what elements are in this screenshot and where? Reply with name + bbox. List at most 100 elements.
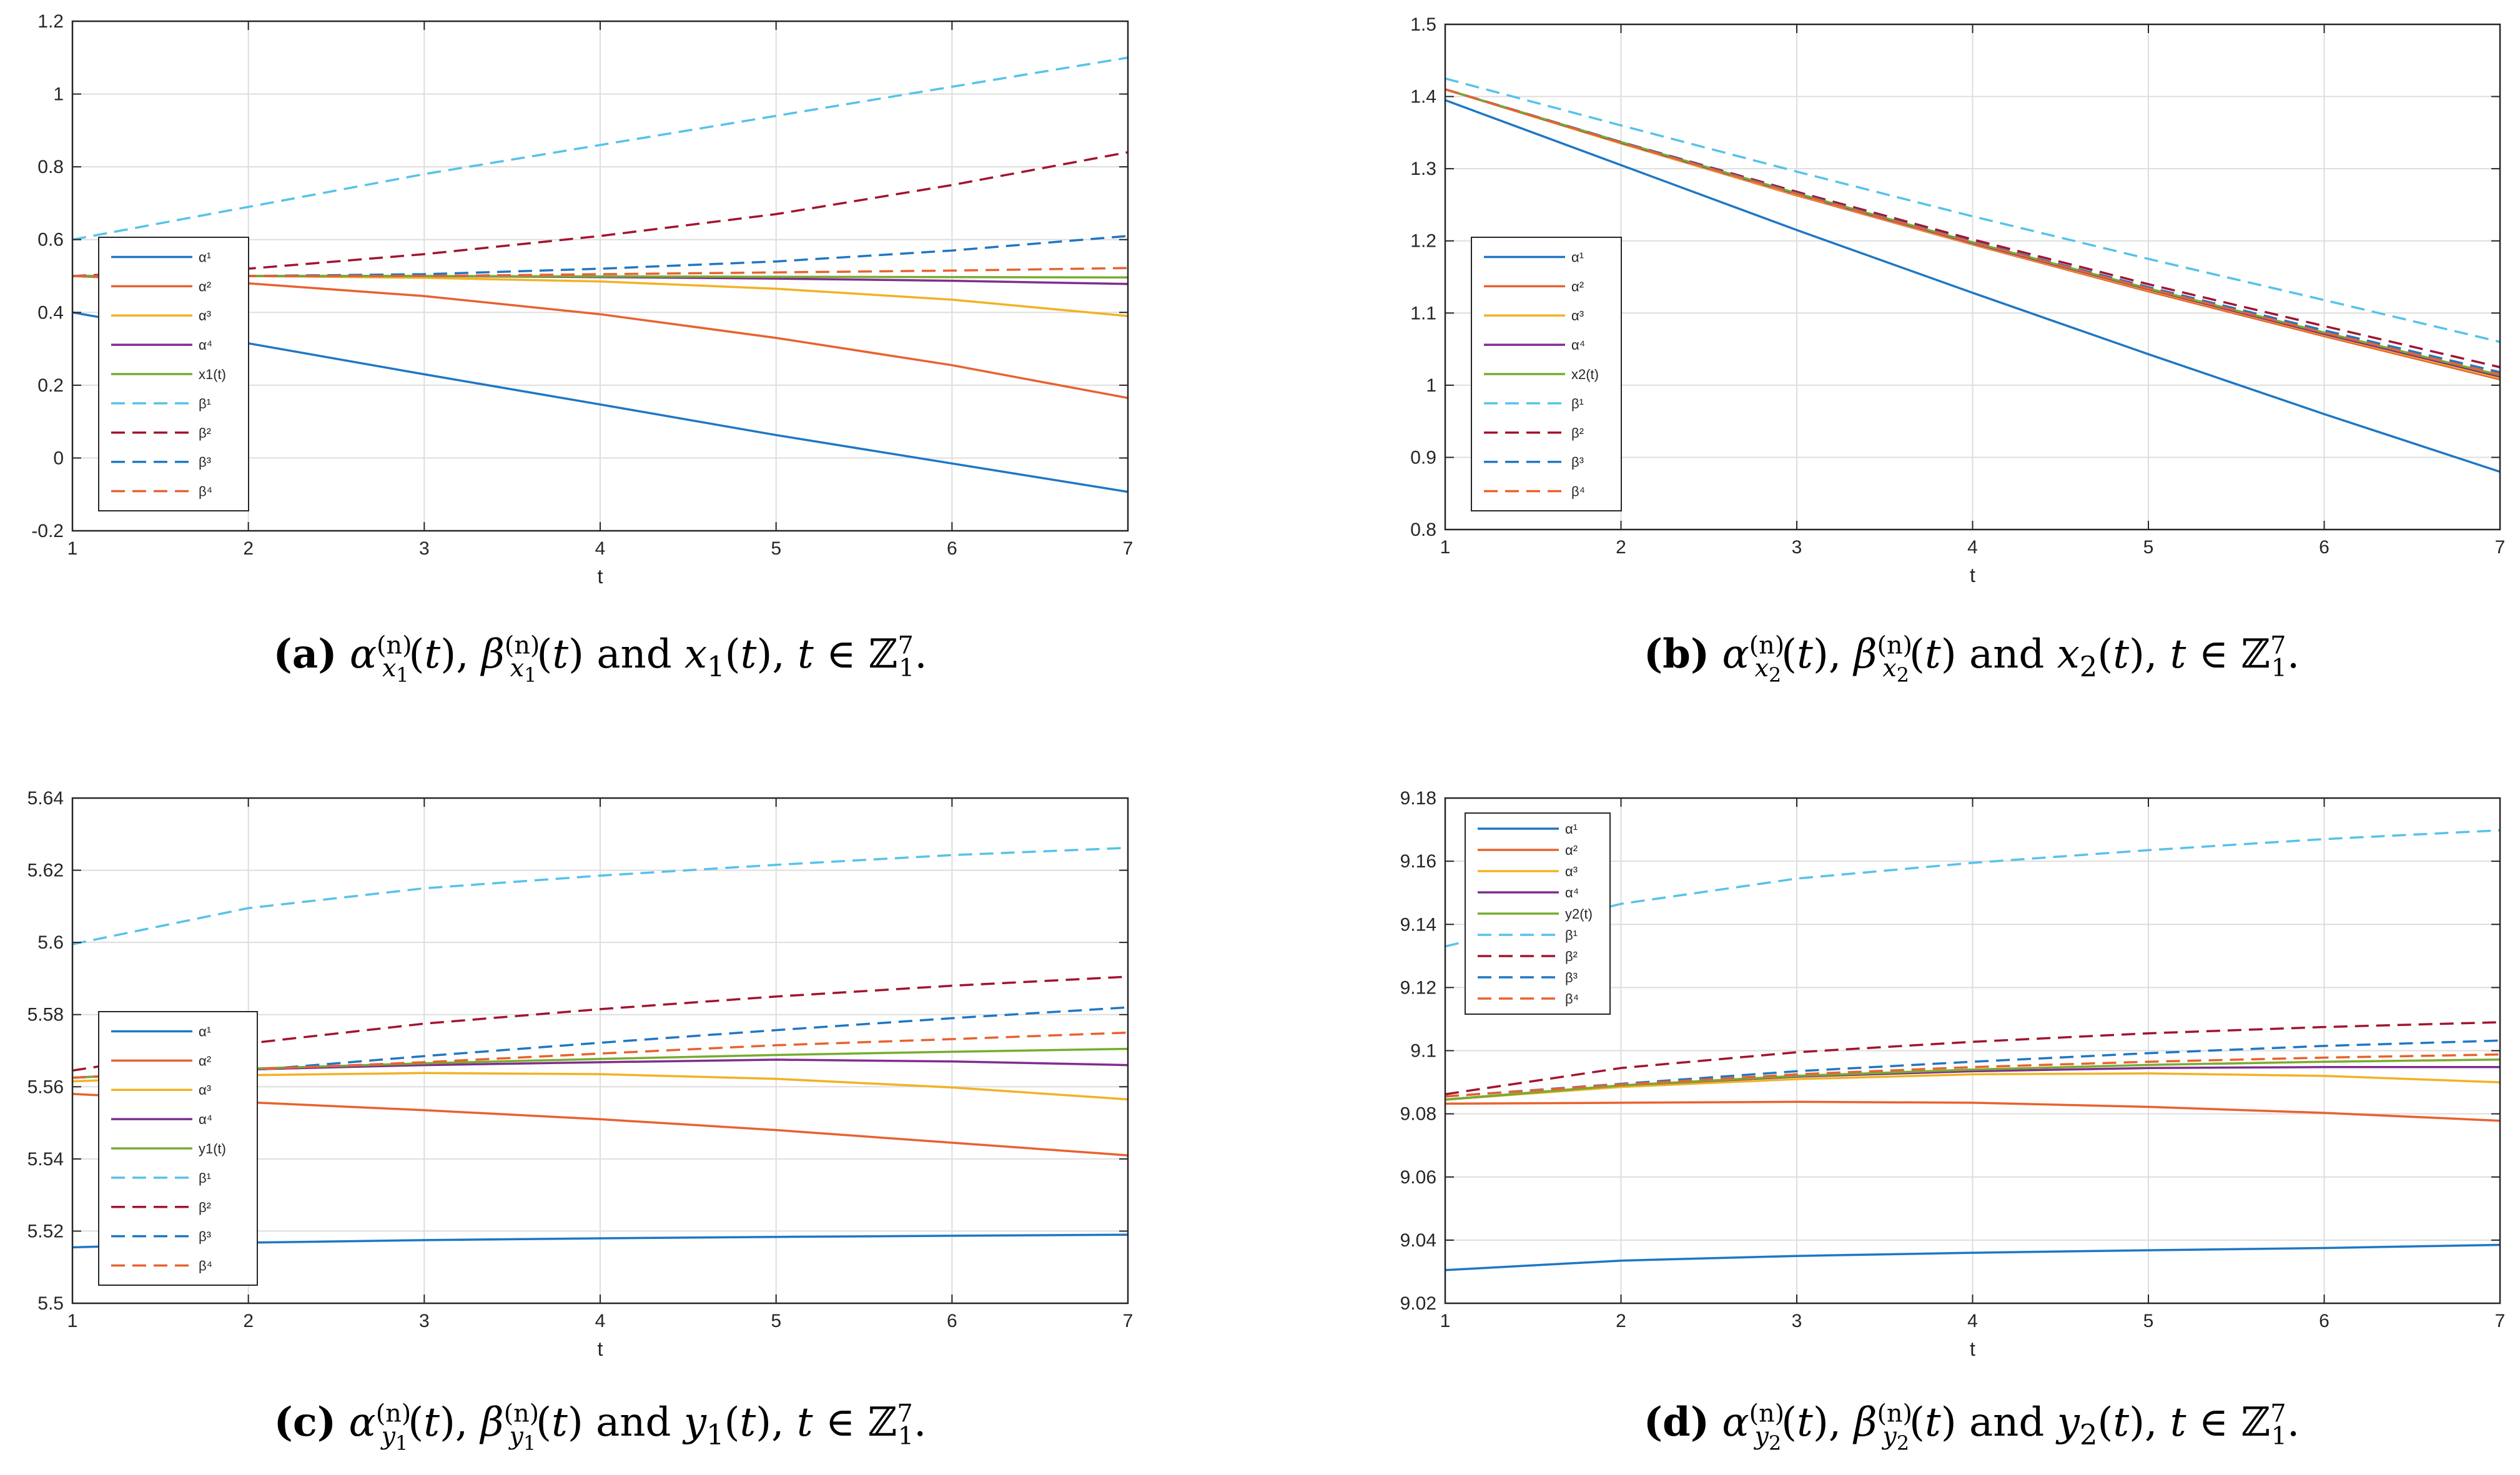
legend-label-5: x1(t) bbox=[199, 367, 226, 382]
x-axis-label: t bbox=[1970, 1338, 1975, 1360]
x-tick-label: 4 bbox=[595, 538, 606, 559]
ticks: 1 2 3 4 5 6 7 9.02 9.04 9.06 9.08 9.1 9.12 9.14 9.16 9.… bbox=[1400, 788, 2506, 1331]
chart-a: 1 2 3 4 5 6 7 -0.2 0 0.2 0.4 0.6 0.8 1 1.2 t α¹ α² α³ α⁴ x1(… bbox=[31, 11, 1133, 588]
legend-label-9: β⁴ bbox=[1571, 484, 1585, 500]
legend: α¹ α² α³ α⁴ x1(t) β¹ β² β³ β⁴ bbox=[98, 237, 249, 511]
series bbox=[1445, 77, 2501, 473]
x-tick-label: 2 bbox=[1616, 1311, 1626, 1331]
y-tick-label: 0.9 bbox=[1410, 447, 1436, 468]
x-tick-label: 5 bbox=[2143, 537, 2154, 558]
y-tick-label: 5.64 bbox=[27, 788, 64, 809]
legend-label-4: α⁴ bbox=[1565, 885, 1579, 900]
y-tick-label: -0.2 bbox=[31, 521, 64, 541]
legend-label-7: β² bbox=[1565, 949, 1578, 964]
legend-label-8: β³ bbox=[1565, 970, 1578, 985]
x-tick-label: 6 bbox=[947, 1311, 957, 1331]
series bbox=[1445, 829, 2501, 1271]
series-line-1 bbox=[1445, 1243, 2501, 1271]
x-tick-label: 3 bbox=[1792, 1311, 1802, 1331]
y-tick-label: 0.4 bbox=[37, 302, 64, 323]
x-tick-label: 6 bbox=[2319, 537, 2330, 558]
caption-b: (b) α(n)x2(t), β(n)x2(t) and x2(t), t ∈ … bbox=[1643, 631, 2300, 687]
y-tick-label: 1.2 bbox=[1410, 231, 1436, 252]
x-tick-label: 2 bbox=[243, 1311, 254, 1331]
legend: α¹ α² α³ α⁴ x2(t) β¹ β² β³ β⁴ bbox=[1471, 237, 1622, 511]
x-tick-label: 7 bbox=[2495, 1311, 2506, 1331]
y-tick-label: 5.52 bbox=[27, 1221, 64, 1241]
series-line-7 bbox=[1445, 1021, 2501, 1096]
y-tick-label: 1.3 bbox=[1410, 159, 1436, 179]
x-tick-label: 4 bbox=[1967, 537, 1978, 558]
legend-label-1: α¹ bbox=[1571, 249, 1584, 265]
legend-label-7: β² bbox=[199, 425, 211, 441]
chart-d: 1 2 3 4 5 6 7 9.02 9.04 9.06 9.08 9.1 9.12 9.14 9.16 9.… bbox=[1400, 788, 2506, 1360]
legend-label-6: β¹ bbox=[1565, 927, 1578, 943]
y-tick-label: 9.12 bbox=[1400, 977, 1436, 998]
y-tick-label: 1.2 bbox=[37, 11, 64, 32]
legend-label-3: α³ bbox=[1571, 308, 1584, 323]
legend-label-2: α² bbox=[199, 1053, 211, 1068]
y-tick-label: 1 bbox=[1426, 375, 1436, 396]
x-tick-label: 3 bbox=[419, 538, 430, 559]
y-tick-label: 1.1 bbox=[1410, 303, 1436, 323]
y-tick-label: 0 bbox=[53, 448, 64, 468]
y-tick-label: 9.14 bbox=[1400, 914, 1436, 935]
y-tick-label: 5.62 bbox=[27, 861, 64, 881]
chart-b: 1 2 3 4 5 6 7 0.8 0.9 1 1.1 1.2 1.3 1.4 1.5 t α¹ α² α³ α⁴ x2… bbox=[1410, 14, 2505, 586]
x-tick-label: 2 bbox=[243, 538, 254, 559]
x-tick-label: 1 bbox=[67, 538, 78, 559]
series-line-3 bbox=[1445, 1072, 2501, 1101]
legend-label-8: β³ bbox=[199, 455, 211, 470]
x-tick-label: 4 bbox=[1967, 1311, 1978, 1331]
y-tick-label: 5.56 bbox=[27, 1077, 64, 1097]
x-tick-label: 5 bbox=[2143, 1311, 2154, 1331]
ticks: 1 2 3 4 5 6 7 -0.2 0 0.2 0.4 0.6 0.8 1 1.2 bbox=[31, 11, 1133, 559]
series-line-1 bbox=[1445, 99, 2501, 473]
y-tick-label: 5.5 bbox=[37, 1293, 64, 1314]
legend-label-2: α² bbox=[199, 279, 211, 294]
y-tick-label: 9.1 bbox=[1410, 1041, 1436, 1062]
y-tick-label: 0.8 bbox=[37, 157, 64, 177]
y-tick-label: 0.6 bbox=[37, 230, 64, 250]
caption-c: (c) α(n)y1(t), β(n)y1(t) and y1(t), t ∈ … bbox=[274, 1399, 927, 1455]
x-tick-label: 1 bbox=[1440, 537, 1451, 558]
legend-label-5: y2(t) bbox=[1565, 906, 1593, 922]
y-tick-label: 5.58 bbox=[27, 1005, 64, 1025]
legend-label-9: β⁴ bbox=[199, 484, 212, 500]
caption-a: (a) α(n)x1(t), β(n)x1(t) and x1(t), t ∈ … bbox=[273, 631, 927, 687]
x-tick-label: 2 bbox=[1616, 537, 1626, 558]
series-line-2 bbox=[1445, 1100, 2501, 1122]
series-line-6 bbox=[72, 56, 1129, 241]
x-tick-label: 7 bbox=[2495, 537, 2506, 558]
legend-label-1: α¹ bbox=[199, 1024, 211, 1039]
caption-tag: (b) bbox=[1643, 631, 1710, 678]
y-tick-label: 5.54 bbox=[27, 1149, 64, 1170]
y-tick-label: 0.2 bbox=[37, 375, 64, 396]
chart-c: 1 2 3 4 5 6 7 5.5 5.52 5.54 5.56 5.58 5.6 5.62 5.64 t α¹… bbox=[27, 788, 1134, 1360]
legend-label-3: α³ bbox=[199, 1082, 211, 1098]
y-tick-label: 9.08 bbox=[1400, 1104, 1436, 1125]
legend-label-9: β⁴ bbox=[1565, 991, 1579, 1007]
legend-label-5: y1(t) bbox=[199, 1141, 226, 1157]
x-tick-label: 3 bbox=[419, 1311, 430, 1331]
legend-label-4: α⁴ bbox=[199, 337, 212, 353]
x-axis-label: t bbox=[598, 565, 603, 588]
y-tick-label: 9.02 bbox=[1400, 1293, 1436, 1314]
legend: α¹ α² α³ α⁴ y1(t) β¹ β² β³ β⁴ bbox=[98, 1011, 258, 1286]
x-tick-label: 1 bbox=[67, 1311, 78, 1331]
x-tick-label: 7 bbox=[1123, 1311, 1134, 1331]
x-tick-label: 1 bbox=[1440, 1311, 1451, 1331]
legend-label-1: α¹ bbox=[1565, 821, 1578, 837]
caption-d: (d) α(n)y2(t), β(n)y2(t) and y2(t), t ∈ … bbox=[1643, 1399, 2300, 1455]
caption-tag: (c) bbox=[274, 1399, 337, 1446]
legend-label-6: β¹ bbox=[1571, 396, 1584, 412]
legend-label-4: α⁴ bbox=[1571, 337, 1585, 353]
y-tick-label: 9.04 bbox=[1400, 1230, 1436, 1251]
legend-label-4: α⁴ bbox=[199, 1112, 212, 1127]
y-tick-label: 1.4 bbox=[1410, 87, 1436, 107]
legend-label-2: α² bbox=[1565, 842, 1578, 858]
series-line-6 bbox=[1445, 829, 2501, 948]
caption-tag: (d) bbox=[1643, 1399, 1710, 1446]
x-axis-label: t bbox=[1970, 564, 1975, 586]
series-line-6 bbox=[1445, 77, 2501, 343]
